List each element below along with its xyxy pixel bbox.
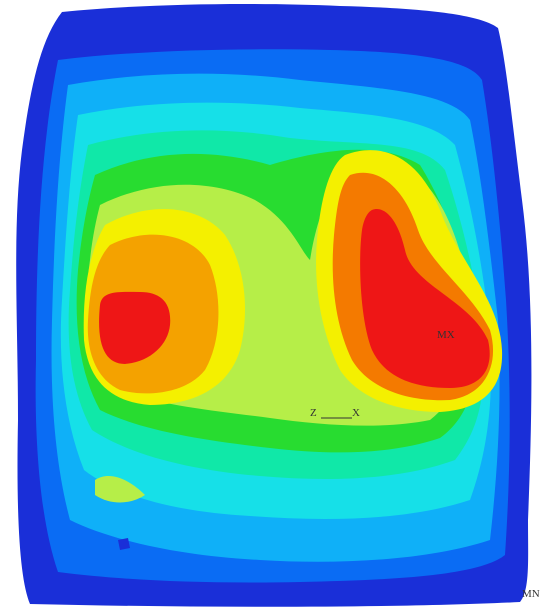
region-patch (118, 538, 130, 550)
max-label: MX (437, 329, 455, 341)
min-label: MN (522, 588, 540, 600)
page: Z X MX MN (() => { const data = JSON.par… (0, 0, 542, 611)
axis-label: X (352, 407, 360, 419)
axis-label: Z (310, 407, 317, 419)
contour-plot: Z X MX MN (0, 0, 542, 611)
